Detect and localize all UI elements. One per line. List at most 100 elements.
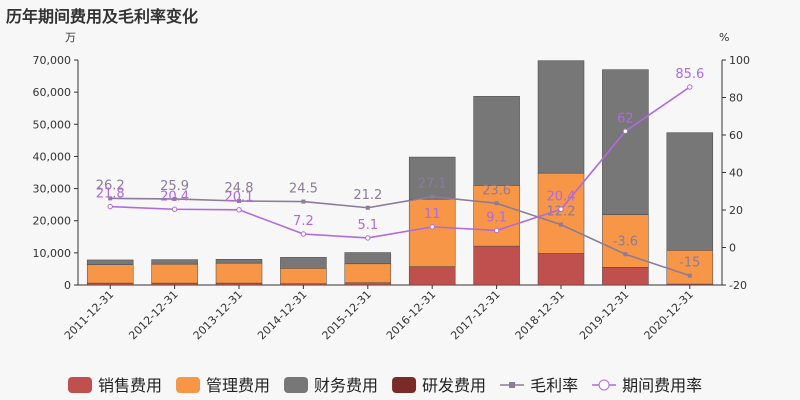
marker-期间费用率 <box>107 203 113 210</box>
bar-管理费用 <box>344 263 392 283</box>
data-label-期间费用率: 5.1 <box>357 218 378 233</box>
data-label-毛利率: -3.6 <box>613 234 638 249</box>
legend-label: 研发费用 <box>422 376 486 395</box>
right-tick-label: 60 <box>729 129 743 142</box>
data-label-毛利率: 26.2 <box>96 178 125 193</box>
right-axis-unit: % <box>719 31 729 44</box>
marker-毛利率 <box>559 222 563 227</box>
data-label-期间费用率: 20.1 <box>225 190 254 205</box>
right-tick-label: 80 <box>729 92 743 105</box>
marker-毛利率 <box>237 199 241 203</box>
bar-财务费用 <box>537 60 585 174</box>
left-axis-unit: 万 <box>65 31 76 44</box>
data-label-期间费用率: 20.4 <box>547 189 576 204</box>
data-label-期间费用率: 85.6 <box>675 67 704 82</box>
data-label-毛利率: 24.5 <box>289 182 318 197</box>
bar-销售费用 <box>86 282 134 286</box>
legend-label: 销售费用 <box>98 376 162 395</box>
left-tick-label: 20,000 <box>33 215 72 228</box>
x-tick-label: 2012-12-31 <box>126 288 180 342</box>
right-tick-label: 40 <box>729 167 743 180</box>
legend-label: 管理费用 <box>206 376 270 395</box>
right-tick-label: 0 <box>729 242 736 255</box>
x-tick-label: 2017-12-31 <box>448 288 502 342</box>
bar-管理费用 <box>215 262 263 284</box>
left-tick-label: 50,000 <box>33 118 72 131</box>
marker-毛利率 <box>365 205 370 210</box>
bar-管理费用 <box>151 263 198 284</box>
line-毛利率 <box>110 195 691 277</box>
x-tick-label: 2011-12-31 <box>62 288 116 342</box>
bar-销售费用 <box>344 282 392 286</box>
data-label-期间费用率: 11 <box>424 207 441 222</box>
bar-财务费用 <box>344 252 392 265</box>
bar-销售费用 <box>215 282 263 286</box>
bar-销售费用 <box>408 266 456 286</box>
data-label-毛利率: 27.1 <box>418 177 447 192</box>
left-tick-label: 10,000 <box>33 247 72 260</box>
x-tick-label: 2015-12-31 <box>320 288 374 342</box>
left-tick-label: 0 <box>64 279 71 292</box>
bar-销售费用 <box>473 245 520 286</box>
data-label-期间费用率: 62 <box>617 111 634 126</box>
marker-期间费用率 <box>493 227 500 234</box>
marker-毛利率 <box>623 252 628 257</box>
marker-毛利率 <box>172 196 177 201</box>
bar-财务费用 <box>86 259 134 265</box>
bar-销售费用 <box>151 282 198 286</box>
data-label-毛利率: 25.9 <box>160 179 189 194</box>
right-tick-label: 20 <box>729 204 743 217</box>
marker-期间费用率 <box>171 206 178 212</box>
marker-毛利率 <box>108 196 113 201</box>
line-期间费用率 <box>110 86 691 239</box>
right-tick-label: 100 <box>729 54 750 67</box>
legend-label: 财务费用 <box>314 376 378 395</box>
bar-销售费用 <box>602 267 649 286</box>
marker-毛利率 <box>494 201 499 206</box>
bar-管理费用 <box>280 268 327 284</box>
left-tick-label: 40,000 <box>33 150 72 163</box>
x-tick-label: 2016-12-31 <box>384 288 438 342</box>
chart-title: 历年期间费用及毛利率变化 <box>6 7 199 26</box>
bar-财务费用 <box>408 156 456 200</box>
bar-财务费用 <box>602 69 649 215</box>
x-tick-label: 2018-12-31 <box>513 288 567 342</box>
marker-期间费用率 <box>622 128 629 134</box>
data-label-期间费用率: 9.1 <box>486 210 507 225</box>
bar-管理费用 <box>408 198 456 267</box>
data-label-期间费用率: 7.2 <box>293 214 314 229</box>
marker-期间费用率 <box>365 235 371 241</box>
marker-期间费用率 <box>236 207 242 213</box>
marker-期间费用率 <box>429 224 435 230</box>
bar-管理费用 <box>666 250 714 285</box>
x-tick-label: 2019-12-31 <box>577 288 631 342</box>
bar-管理费用 <box>86 264 134 284</box>
legend-marker <box>509 382 516 388</box>
bar-管理费用 <box>473 185 520 247</box>
data-label-毛利率: 21.2 <box>353 188 382 203</box>
x-tick-label: 2014-12-31 <box>255 288 309 342</box>
marker-毛利率 <box>687 273 692 278</box>
marker-期间费用率 <box>300 231 307 237</box>
legend-swatch <box>68 377 92 393</box>
x-tick-label: 2020-12-31 <box>642 288 696 342</box>
left-tick-label: 60,000 <box>33 86 72 99</box>
legend-marker <box>598 379 610 391</box>
left-tick-label: 30,000 <box>33 183 72 196</box>
bar-财务费用 <box>666 132 714 251</box>
bar-财务费用 <box>473 96 520 186</box>
bar-财务费用 <box>280 257 327 269</box>
data-label-毛利率: 23.6 <box>482 183 511 198</box>
left-tick-label: 70,000 <box>33 54 72 67</box>
marker-期间费用率 <box>558 206 564 212</box>
legend-swatch <box>284 377 309 393</box>
bar-财务费用 <box>215 259 263 264</box>
data-label-期间费用率: 21.8 <box>96 187 125 202</box>
bar-财务费用 <box>151 259 198 265</box>
marker-期间费用率 <box>687 84 693 90</box>
bar-管理费用 <box>537 172 585 254</box>
data-label-毛利率: 12.2 <box>547 205 576 220</box>
data-label-期间费用率: 20.4 <box>160 189 189 204</box>
legend-label: 毛利率 <box>530 376 578 395</box>
